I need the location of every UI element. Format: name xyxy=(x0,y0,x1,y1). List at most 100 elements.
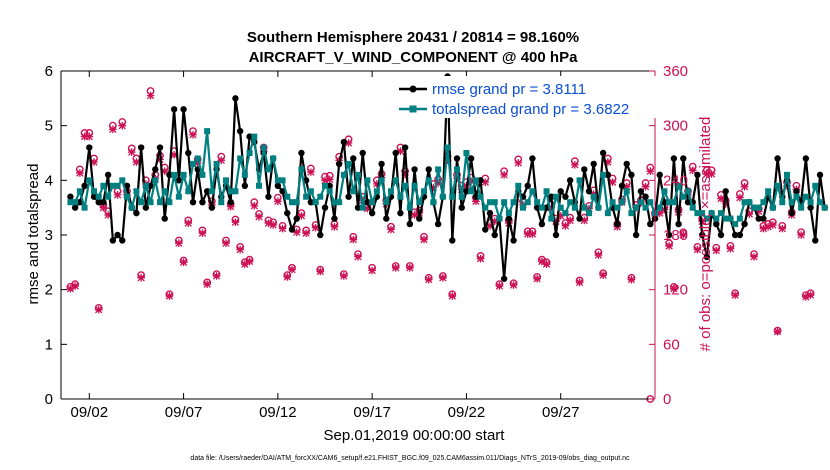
obs-assimilated-point xyxy=(698,217,706,226)
totalspread-point xyxy=(675,182,682,189)
totalspread-point xyxy=(713,215,720,222)
totalspread-point xyxy=(472,177,479,184)
totalspread-point xyxy=(699,210,706,217)
totalspread-point xyxy=(642,204,649,211)
rmse-point xyxy=(628,171,635,179)
rmse-point xyxy=(585,188,593,195)
totalspread-point xyxy=(232,188,239,195)
totalspread-point xyxy=(571,204,578,211)
totalspread-point xyxy=(138,199,145,206)
obs-assimilated-point xyxy=(349,235,358,244)
obs-assimilated-point xyxy=(670,284,678,293)
totalspread-point xyxy=(67,199,74,206)
totalspread-point xyxy=(520,204,526,211)
totalspread-point xyxy=(477,193,484,200)
rmse-point xyxy=(552,231,560,239)
totalspread-point xyxy=(741,199,748,206)
legend-spread-label: totalspread grand pr = 3.6822 xyxy=(432,101,629,118)
obs-assimilated-point xyxy=(264,219,273,227)
rmse-point xyxy=(614,220,621,228)
obs-assimilated-point xyxy=(439,274,447,282)
rmse-point xyxy=(642,193,649,200)
totalspread-point xyxy=(567,199,574,206)
obs-assimilated-point xyxy=(255,212,263,221)
totalspread-point xyxy=(548,215,555,222)
rmse-point xyxy=(675,220,682,228)
totalspread-point xyxy=(251,133,258,140)
obs-assimilated-point xyxy=(429,183,438,192)
totalspread-point xyxy=(793,193,800,200)
totalspread-point xyxy=(784,171,790,178)
rmse-point xyxy=(354,204,362,211)
obs-assimilated-point xyxy=(401,171,409,179)
totalspread-point xyxy=(265,166,272,173)
totalspread-point xyxy=(171,171,178,178)
totalspread-point xyxy=(194,155,201,162)
obs-assimilated-point xyxy=(99,203,108,212)
obs-assimilated-point xyxy=(184,219,193,227)
rmse-point xyxy=(698,231,706,239)
totalspread-point xyxy=(91,188,97,195)
totalspread-point xyxy=(293,199,300,206)
totalspread-point xyxy=(109,182,116,189)
rmse-point xyxy=(524,182,531,189)
rmse-point xyxy=(486,209,494,217)
rmse-point xyxy=(147,182,154,189)
obs-assimilated-point xyxy=(94,305,103,314)
rmse-point xyxy=(166,171,173,179)
totalspread-point xyxy=(821,204,828,211)
totalspread-point xyxy=(708,210,715,217)
totalspread-point xyxy=(416,199,423,206)
rmse-point xyxy=(632,231,640,239)
rmse-point xyxy=(189,199,197,206)
axes: 09/02 09/07 09/12 09/17 09/22 09/270123456060… xyxy=(45,63,688,421)
totalspread-point xyxy=(152,177,159,184)
rmse-point xyxy=(170,106,178,113)
totalspread-point xyxy=(468,188,475,195)
totalspread-point xyxy=(703,215,710,222)
y-axis-label-right: # of obs: o=possible; ×=assimilated xyxy=(697,117,714,352)
obs-assimilated-point xyxy=(453,174,461,183)
rmse-point xyxy=(156,144,164,151)
rmse-point xyxy=(656,171,663,179)
totalspread-point xyxy=(553,193,559,200)
obs-assimilated-point xyxy=(594,251,603,259)
y-tick-label-left: 1 xyxy=(45,336,53,353)
obs-assimilated-point xyxy=(368,266,376,275)
totalspread-point xyxy=(562,210,569,217)
rmse-point xyxy=(95,199,102,206)
totalspread-point xyxy=(689,204,696,211)
totalspread-point xyxy=(454,166,460,173)
y-tick-label-right: 180 xyxy=(663,227,688,244)
obs-assimilated-point xyxy=(434,179,442,187)
totalspread-point xyxy=(666,199,673,206)
obs-assimilated-point xyxy=(241,260,249,268)
obs-assimilated-point xyxy=(580,216,589,225)
obs-assimilated-point xyxy=(283,273,292,281)
x-tick-label: 09/02 xyxy=(71,404,109,421)
totalspread-point xyxy=(246,150,253,156)
obs-assimilated-point xyxy=(764,223,772,231)
rmse-point xyxy=(637,188,645,195)
rmse-point xyxy=(510,237,517,244)
obs-assimilated-point xyxy=(321,176,329,185)
chart-title-line-2: AIRCRAFT_V_WIND_COMPONENT @ 400 hPa xyxy=(249,49,579,66)
rmse-point xyxy=(538,220,546,228)
rmse-point xyxy=(703,253,711,261)
obs-assimilated-point xyxy=(622,182,631,191)
legend-spread-marker xyxy=(409,105,417,113)
y-axis-label-left: rmse and totalspread xyxy=(25,164,42,305)
rmse-point xyxy=(807,204,814,211)
x-tick-label: 09/22 xyxy=(448,404,486,421)
plot-background xyxy=(61,71,655,399)
obs-assimilated-point xyxy=(222,239,230,247)
obs-assimilated-point xyxy=(406,264,414,272)
totalspread-point xyxy=(510,199,517,206)
totalspread-point xyxy=(647,199,654,206)
totalspread-point xyxy=(298,166,305,173)
rmse-point xyxy=(411,166,418,173)
totalspread-point xyxy=(458,193,465,200)
totalspread-point xyxy=(322,182,328,189)
rmse-point xyxy=(581,166,588,173)
totalspread-point xyxy=(373,188,380,195)
